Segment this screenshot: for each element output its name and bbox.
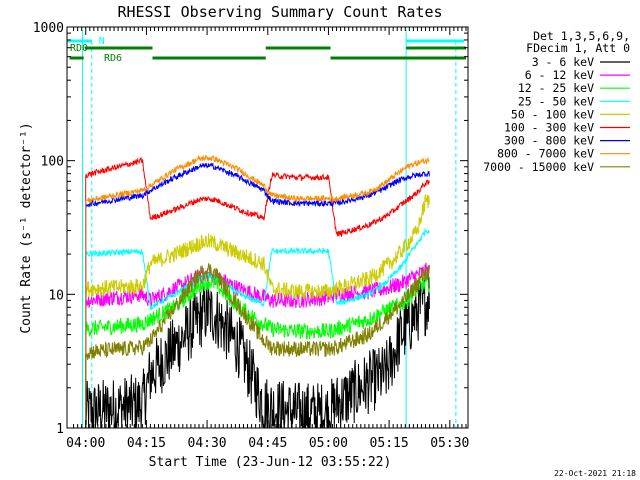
- night-label: N: [99, 36, 105, 47]
- series-lines: [85, 154, 430, 429]
- x-tick-label-7: 05:30: [430, 436, 469, 451]
- y-tick-label-1: 1: [56, 422, 64, 437]
- legend-label-3: 12 - 25 keV: [518, 81, 594, 95]
- rd0-label: RD0: [70, 43, 88, 54]
- plot-timestamp: 22-Oct-2021 21:18: [554, 469, 636, 478]
- legend-label-4: 25 - 50 keV: [518, 94, 594, 108]
- x-tick-label-4: 04:45: [248, 436, 287, 451]
- y-axis-label: Count Rate (s⁻¹ detector⁻¹): [19, 122, 34, 333]
- series-line-8: [85, 154, 430, 428]
- legend-label-5: 50 - 100 keV: [511, 107, 594, 121]
- y-tick-label-2: 10: [48, 288, 64, 303]
- rd6-label: RD6: [104, 53, 122, 64]
- series-line-7: [85, 162, 430, 428]
- x-tick-label-2: 04:15: [127, 436, 166, 451]
- legend-label-2: 6 - 12 keV: [525, 68, 594, 82]
- chart-title: RHESSI Observing Summary Count Rates: [117, 3, 442, 21]
- legend-header-line-1: Det 1,3,5,6,9,: [533, 29, 630, 43]
- x-tick-label-5: 05:00: [309, 436, 348, 451]
- x-tick-label-6: 05:15: [370, 436, 409, 451]
- series-line-6: [85, 156, 430, 428]
- legend-label-1: 3 - 6 keV: [532, 55, 594, 69]
- axes: 04:00 04:15 04:30 04:45 05:00 05:15 05:30 1 10 10…: [33, 21, 470, 451]
- x-tick-label-1: 04:00: [66, 436, 105, 451]
- y-tick-label-3: 100: [41, 155, 64, 170]
- x-tick-label-3: 04:30: [188, 436, 227, 451]
- attenuator-night-bands: N RD0 RD6: [67, 30, 466, 428]
- x-axis-label: Start Time (23-Jun-12 03:55:22): [149, 455, 392, 470]
- y-tick-label-4: 1000: [33, 21, 64, 36]
- legend-label-6: 100 - 300 keV: [504, 121, 594, 135]
- legend-header-line-2: FDecim 1, Att 0: [526, 41, 630, 55]
- series-line-1: [85, 276, 430, 429]
- legend-label-7: 300 - 800 keV: [504, 134, 594, 148]
- legend-label-8: 800 - 7000 keV: [497, 147, 594, 161]
- legend-label-9: 7000 - 15000 keV: [483, 160, 594, 174]
- legend: Det 1,3,5,6,9, FDecim 1, Att 0 3 - 6 keV…: [483, 29, 630, 174]
- series-line-2: [85, 262, 430, 428]
- series-line-5: [85, 194, 430, 428]
- series-line-4: [85, 228, 430, 428]
- series-line-9: [85, 262, 430, 428]
